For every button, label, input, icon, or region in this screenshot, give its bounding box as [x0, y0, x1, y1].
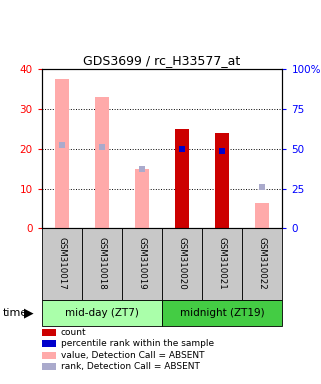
- Bar: [202, 228, 242, 300]
- Bar: [42, 300, 162, 326]
- Text: percentile rank within the sample: percentile rank within the sample: [61, 339, 214, 348]
- Text: GSM310022: GSM310022: [258, 237, 267, 290]
- Text: GSM310020: GSM310020: [178, 237, 187, 290]
- Bar: [55, 79, 69, 228]
- Bar: [82, 228, 122, 300]
- Bar: [242, 228, 282, 300]
- Bar: [215, 133, 229, 228]
- Text: GSM310017: GSM310017: [57, 237, 66, 290]
- Text: ▶: ▶: [24, 306, 34, 319]
- Text: mid-day (ZT7): mid-day (ZT7): [65, 308, 139, 318]
- Title: GDS3699 / rc_H33577_at: GDS3699 / rc_H33577_at: [83, 53, 241, 66]
- Bar: [162, 300, 282, 326]
- Bar: [162, 228, 202, 300]
- Bar: [256, 203, 269, 228]
- Text: count: count: [61, 328, 87, 337]
- Text: rank, Detection Call = ABSENT: rank, Detection Call = ABSENT: [61, 362, 200, 371]
- Text: value, Detection Call = ABSENT: value, Detection Call = ABSENT: [61, 351, 204, 360]
- Text: GSM310019: GSM310019: [137, 237, 147, 290]
- Bar: [42, 228, 82, 300]
- Text: time: time: [3, 308, 29, 318]
- Text: midnight (ZT19): midnight (ZT19): [180, 308, 265, 318]
- Bar: [122, 228, 162, 300]
- Bar: [175, 129, 189, 228]
- Text: GSM310021: GSM310021: [218, 237, 227, 290]
- Bar: [95, 97, 109, 228]
- Text: GSM310018: GSM310018: [97, 237, 107, 290]
- Bar: [135, 169, 149, 228]
